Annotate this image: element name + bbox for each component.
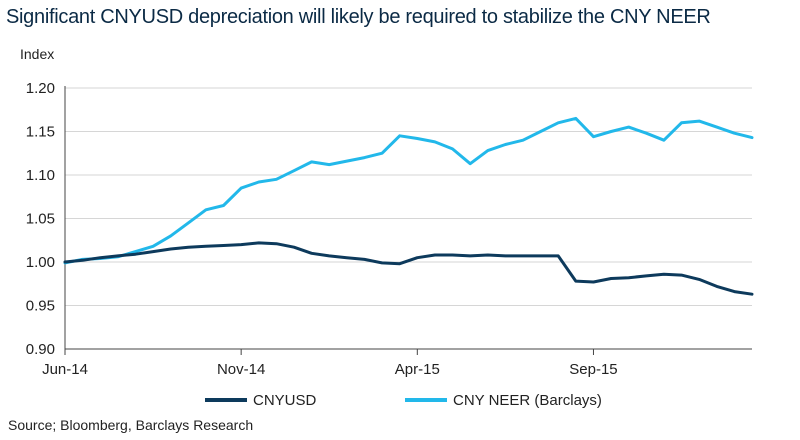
- grid-lines: [65, 87, 752, 306]
- x-tick-label: Apr-15: [395, 361, 440, 378]
- y-axis-label: Index: [20, 46, 55, 62]
- y-tick-label: 0.90: [26, 341, 55, 358]
- x-tick-label: Sep-15: [569, 361, 617, 378]
- axes: [64, 86, 752, 350]
- y-tick-label: 1.15: [26, 124, 55, 141]
- chart-title: Significant CNYUSD depreciation will lik…: [6, 6, 711, 28]
- y-tick-label: 1.20: [26, 80, 55, 97]
- y-tick-label: 1.00: [26, 254, 55, 271]
- legend: CNYUSD CNY NEER (Barclays): [205, 392, 602, 409]
- source-note: Source; Bloomberg, Barclays Research: [8, 417, 254, 433]
- series-lines: [63, 116, 754, 296]
- x-tick-labels: Jun-14 Nov-14 Apr-15 Sep-15: [42, 349, 618, 378]
- x-tick-label: Jun-14: [42, 361, 88, 378]
- y-tick-labels: 0.90 0.95 1.00 1.05 1.10 1.15 1.20: [26, 80, 55, 358]
- y-tick-label: 1.10: [26, 167, 55, 184]
- y-tick-label: 0.95: [26, 298, 55, 315]
- legend-label-cny-neer: CNY NEER (Barclays): [453, 392, 602, 409]
- y-tick-label: 1.05: [26, 211, 55, 228]
- series-line-cny-neer: [63, 116, 754, 265]
- legend-label-cnyusd: CNYUSD: [253, 392, 317, 409]
- series-line-cnyusd: [63, 241, 754, 296]
- x-tick-label: Nov-14: [217, 361, 265, 378]
